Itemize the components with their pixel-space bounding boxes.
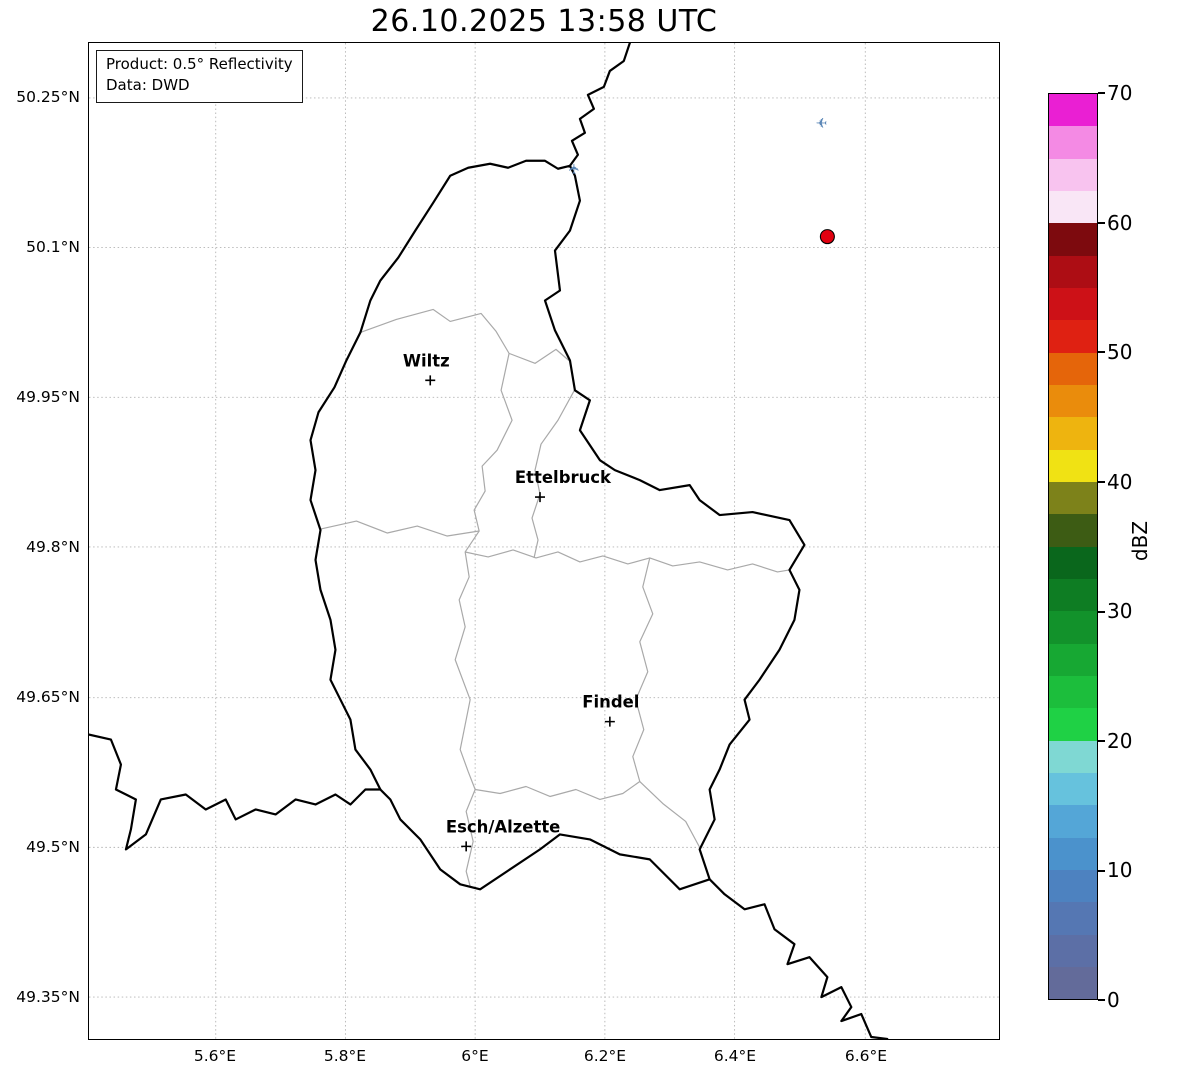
map-canvas: Wiltz Ettelbruck Findel [89, 43, 999, 1039]
colorbar-tick-label: 50 [1107, 340, 1133, 364]
plane-icon: ✈ [567, 163, 583, 175]
colorbar-segment [1049, 384, 1097, 418]
colorbar-segments [1048, 93, 1098, 1000]
city-wiltz: Wiltz [403, 351, 450, 386]
colorbar-segment [1049, 126, 1097, 159]
colorbar-segment [1049, 94, 1097, 127]
canton-border [454, 353, 513, 887]
x-tick-label: 5.6°E [193, 1047, 237, 1065]
colorbar-tick-label: 60 [1107, 211, 1133, 235]
country-borders [89, 43, 889, 1039]
belgium-germany-border [568, 43, 631, 167]
colorbar-segment [1049, 934, 1097, 967]
y-tick-label: 49.65°N [16, 688, 80, 706]
aircraft-marker: ✈ [567, 163, 583, 175]
colorbar-tick [1098, 611, 1105, 613]
colorbar-segment [1049, 514, 1097, 547]
colorbar-segment [1049, 611, 1097, 644]
y-tick-label: 49.35°N [16, 988, 80, 1006]
canton-border [632, 557, 654, 782]
colorbar-segment [1049, 740, 1097, 773]
y-tick-label: 49.5°N [26, 838, 80, 856]
colorbar-segment [1049, 449, 1097, 482]
france-belgium-border [89, 733, 382, 851]
colorbar-segment [1049, 772, 1097, 806]
colorbar-segment [1049, 417, 1097, 450]
x-tick-label: 5.8°E [323, 1047, 367, 1065]
colorbar-segment [1049, 643, 1097, 676]
colorbar-segment [1049, 320, 1097, 353]
colorbar-segment [1049, 675, 1097, 709]
city-marker [535, 492, 545, 503]
colorbar-tick-label: 40 [1107, 470, 1133, 494]
canton-border [360, 308, 510, 354]
radar-echo-dot [819, 229, 835, 245]
colorbar-tick [1098, 740, 1105, 742]
canton-border [465, 549, 790, 573]
colorbar-tick [1098, 92, 1105, 94]
colorbar-segment [1049, 966, 1097, 1000]
colorbar-segment [1049, 352, 1097, 385]
city-label: Wiltz [403, 351, 450, 370]
data-source-line: Data: DWD [106, 76, 190, 95]
colorbar-tick-label: 20 [1107, 729, 1133, 753]
city-marker [461, 841, 472, 852]
colorbar-segment [1049, 578, 1097, 612]
colorbar-segment [1049, 158, 1097, 191]
city-findel: Findel [582, 693, 639, 727]
colorbar-tick-label: 30 [1107, 599, 1133, 623]
colorbar-segment [1049, 223, 1097, 256]
city-label: Findel [582, 693, 639, 712]
y-tick-label: 49.95°N [16, 388, 80, 406]
france-germany-border [708, 878, 889, 1039]
product-line: Product: 0.5° Reflectivity [106, 55, 293, 73]
colorbar-segment [1049, 869, 1097, 903]
city-label: Esch/Alzette [446, 817, 561, 836]
colorbar-tick-label: 0 [1107, 988, 1120, 1012]
colorbar-tick [1098, 481, 1105, 483]
canton-border [531, 389, 576, 559]
red-dot-icon [819, 229, 835, 245]
colorbar-tick [1098, 222, 1105, 224]
canton-border [508, 348, 576, 390]
colorbar-tick-label: 70 [1107, 81, 1133, 105]
city-esch-alzette: Esch/Alzette [446, 817, 561, 852]
colorbar-tick [1098, 870, 1105, 872]
plot-title: 26.10.2025 13:58 UTC [370, 4, 718, 39]
colorbar-segment [1049, 481, 1097, 515]
canton-borders [320, 308, 790, 887]
city-ettelbruck: Ettelbruck [515, 468, 612, 503]
canton-border [475, 780, 701, 848]
colorbar-segment [1049, 546, 1097, 579]
canton-border [320, 520, 480, 537]
colorbar-segment [1049, 287, 1097, 321]
colorbar-segment [1049, 837, 1097, 870]
y-tick-label: 50.25°N [16, 88, 80, 106]
colorbar-tick [1098, 351, 1105, 353]
x-tick-label: 6.6°E [844, 1047, 888, 1065]
graticule [89, 43, 999, 1039]
city-marker [604, 716, 615, 727]
luxembourg-border [309, 159, 806, 891]
colorbar-axis-label: dBZ [1128, 520, 1152, 562]
colorbar-tick-label: 10 [1107, 858, 1133, 882]
x-tick-label: 6°E [461, 1047, 489, 1065]
colorbar-segment [1049, 708, 1097, 741]
x-tick-label: 6.2°E [583, 1047, 627, 1065]
colorbar-tick [1098, 999, 1105, 1001]
colorbar-segment [1049, 190, 1097, 224]
city-label: Ettelbruck [515, 468, 612, 487]
product-info-box: Product: 0.5° Reflectivity Data: DWD [96, 50, 303, 103]
x-tick-label: 6.4°E [713, 1047, 757, 1065]
plane-icon: ✈ [816, 116, 828, 132]
colorbar-segment [1049, 902, 1097, 935]
aircraft-marker: ✈ [816, 116, 828, 132]
colorbar-segment [1049, 805, 1097, 838]
colorbar-segment [1049, 255, 1097, 288]
y-tick-label: 49.8°N [26, 538, 80, 556]
city-marker [425, 375, 436, 386]
map-plot: Wiltz Ettelbruck Findel [88, 42, 1000, 1040]
y-tick-label: 50.1°N [26, 238, 80, 256]
